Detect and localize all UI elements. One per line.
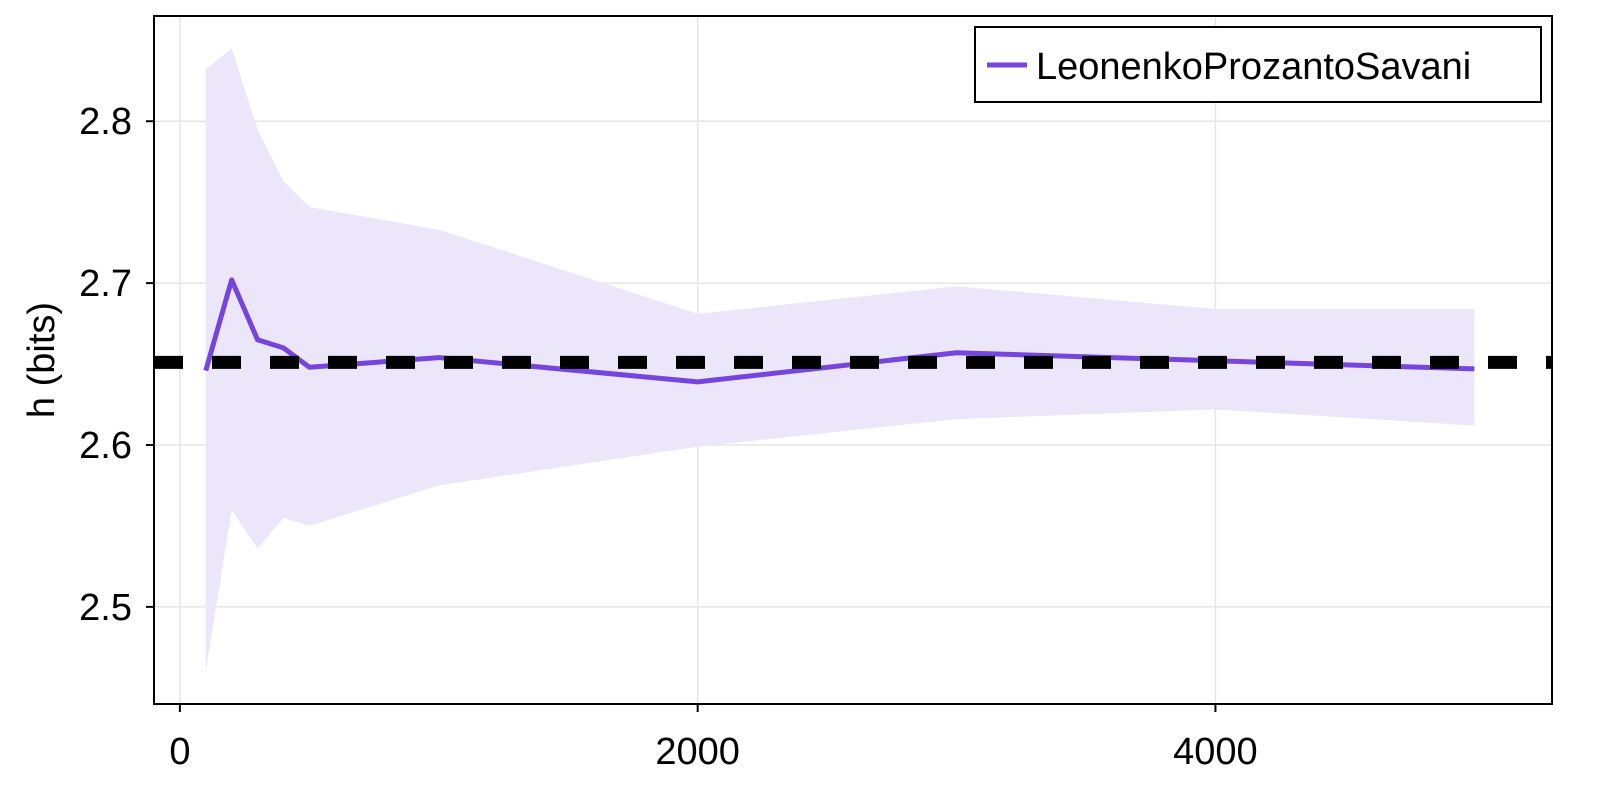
y-tick-label: 2.5 <box>79 587 132 629</box>
legend-box <box>974 26 1542 103</box>
y-tick-label: 2.6 <box>79 425 132 467</box>
legend-label: LeonenkoProzantoSavani <box>1036 46 1471 88</box>
y-axis-label: h (bits) <box>21 302 63 418</box>
y-axis-ticks: 2.5 2.6 2.7 2.8 <box>79 101 154 629</box>
confidence-band <box>205 48 1475 672</box>
y-tick-label: 2.7 <box>79 263 132 305</box>
confidence-band-layer <box>205 48 1475 672</box>
legend: LeonenkoProzantoSavani <box>974 26 1542 103</box>
x-tick-label: 0 <box>169 731 190 773</box>
plot-frame <box>153 15 1553 705</box>
y-tick-label: 2.8 <box>79 101 132 143</box>
x-axis-ticks: 0 2000 4000 <box>169 704 1258 773</box>
x-tick-label: 4000 <box>1173 731 1258 773</box>
x-tick-label: 2000 <box>655 731 740 773</box>
